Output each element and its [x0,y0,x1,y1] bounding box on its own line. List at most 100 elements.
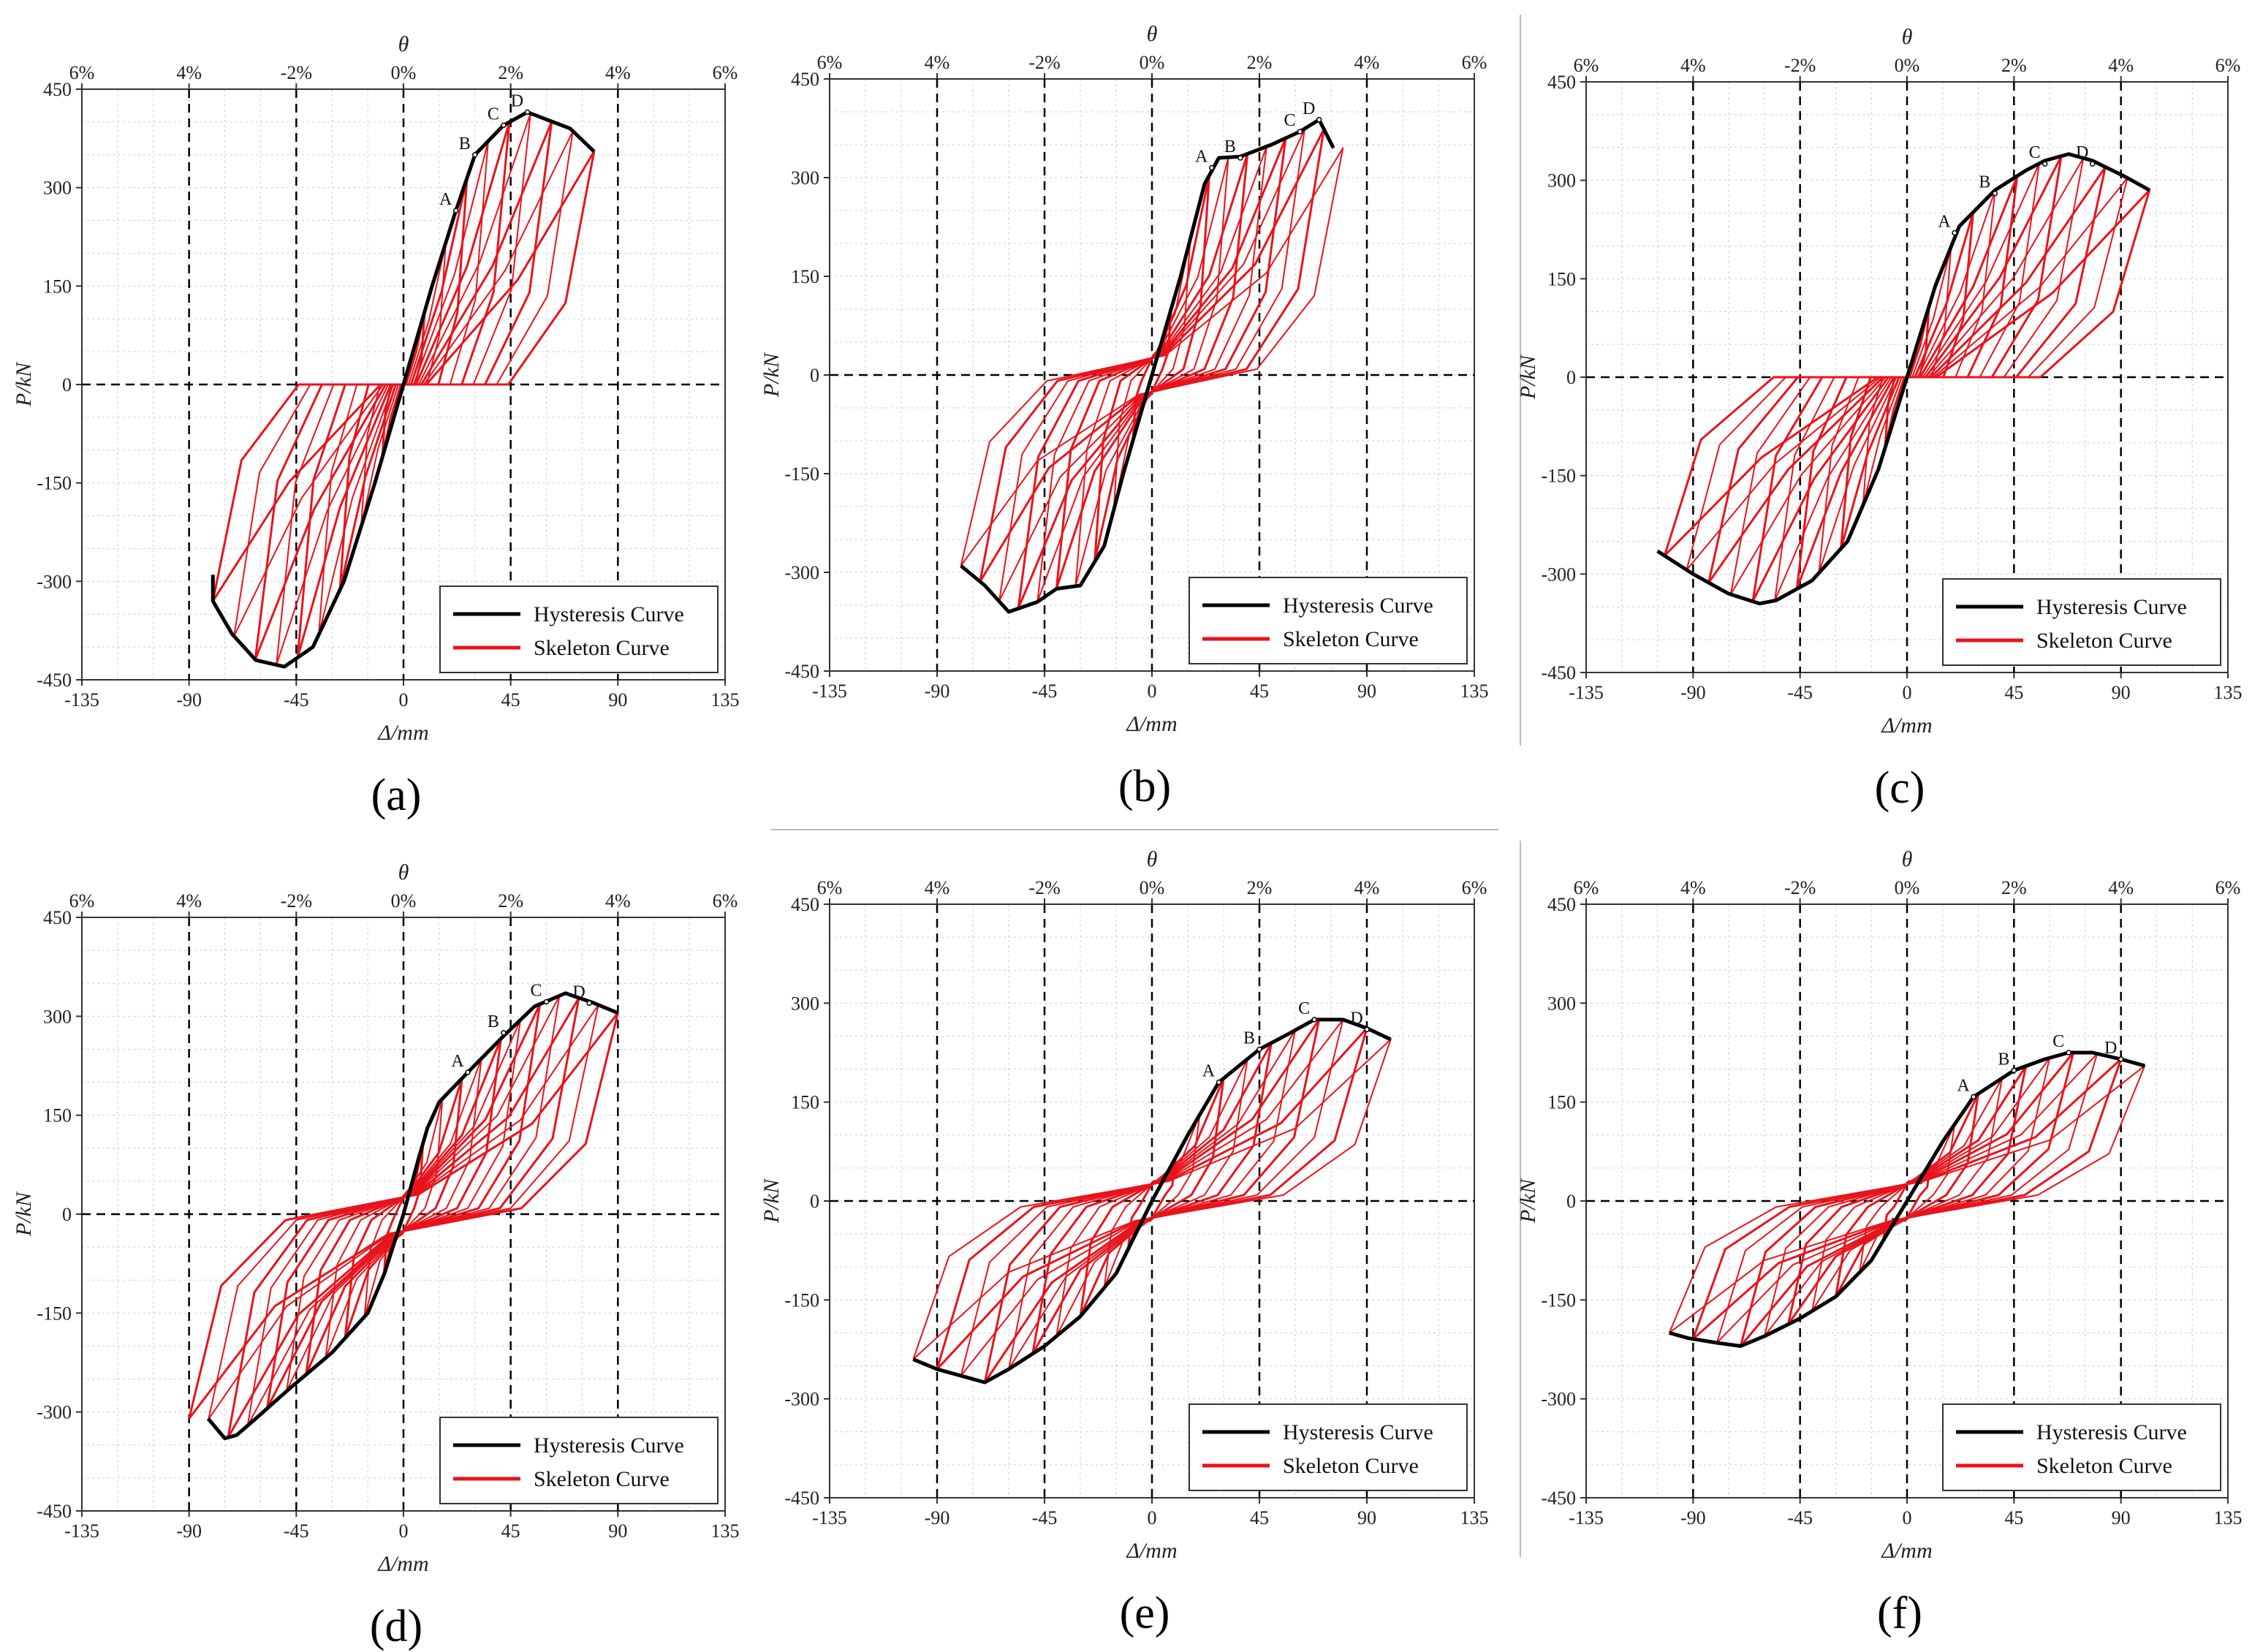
y-tick-label: -150 [37,473,72,494]
envelope-curve [912,1018,1392,1384]
x-tick-label: 135 [2214,1507,2243,1528]
x-tick-label: -90 [925,1507,950,1528]
top-tick-label: 6% [817,877,843,898]
y-tick-label: 150 [43,276,72,297]
point-marker-d [1316,117,1322,123]
x-tick-label: 0 [1148,1507,1157,1528]
top-axis-title: θ [1902,25,1913,49]
legend-label-hysteresis: Hysteresis Curve [2036,1420,2187,1444]
point-label-b: B [1979,173,1990,192]
x-tick-label: 135 [711,689,740,711]
envelope-curve [211,110,596,669]
x-tick-label: 45 [2004,682,2023,703]
panel-label: (c) [1875,763,1925,813]
point-marker-b [1256,1046,1262,1053]
hysteresis-loop [1668,1065,2146,1334]
x-axis-title: Δ/mm [1881,713,1932,738]
y-tick-label: -450 [37,1501,72,1522]
x-tick-label: -135 [64,1520,99,1542]
y-tick-label: 450 [1547,72,1576,93]
y-tick-label: 0 [810,1191,819,1212]
x-axis-title: Δ/mm [1126,712,1177,736]
panel-label: (d) [370,1602,422,1651]
y-tick-label: -450 [1541,1488,1576,1509]
x-tick-label: -90 [176,1520,202,1542]
y-tick-label: 300 [1547,170,1576,192]
legend: Hysteresis Curve Skeleton Curve [439,586,719,673]
hysteresis-loop [960,147,1344,567]
point-label-d: D [1303,99,1315,118]
x-tick-label: 90 [2112,682,2131,703]
y-tick-label: 450 [43,79,72,100]
point-marker-c [543,999,550,1005]
legend-box [1189,1403,1468,1491]
y-tick-label: 300 [791,167,819,189]
hysteresis-loop [211,150,596,602]
x-tick-label: 45 [1250,1507,1269,1528]
top-tick-label: 6% [2215,55,2241,76]
y-tick-label: -450 [37,670,72,691]
point-label-d: D [2104,1039,2117,1058]
x-tick-label: -90 [176,689,202,711]
x-tick-label: -90 [925,681,950,702]
legend: Hysteresis Curve Skeleton Curve [1189,577,1468,664]
point-marker-a [1208,164,1215,171]
point-label-b: B [1224,137,1236,156]
x-tick-label: 90 [2112,1507,2131,1528]
y-axis-title: P/kN [12,361,36,407]
y-tick-label: -450 [1541,662,1576,683]
x-tick-label: 90 [608,1520,627,1542]
x-tick-label: -135 [812,681,847,702]
point-label-c: C [2052,1032,2064,1051]
legend-label-hysteresis: Hysteresis Curve [1283,1420,1433,1444]
point-label-d: D [1350,1009,1362,1028]
top-tick-label: -2% [281,890,312,912]
legend-box [1942,1403,2221,1491]
x-tick-label: 90 [1357,681,1376,702]
legend: Hysteresis Curve Skeleton Curve [1942,1403,2221,1491]
y-tick-label: 0 [810,365,819,386]
legend-label-hysteresis: Hysteresis Curve [534,602,684,626]
legend: Hysteresis Curve Skeleton Curve [1189,1403,1468,1491]
point-marker-d [586,1000,592,1007]
y-tick-label: -150 [1541,1289,1576,1311]
x-axis-title: Δ/mm [1881,1539,1932,1563]
top-tick-label: 6% [1462,877,1487,898]
point-label-c: C [531,981,542,1000]
y-tick-label: 0 [62,374,72,395]
y-tick-label: 450 [791,69,819,90]
top-tick-label: 0% [1895,55,1920,76]
top-tick-label: 2% [498,62,523,83]
point-marker-c [501,122,507,129]
top-tick-label: 4% [925,52,950,73]
x-tick-label: 45 [501,1520,520,1542]
top-tick-label: 4% [176,62,202,83]
x-tick-label: 0 [399,1520,409,1542]
x-tick-label: -90 [1680,1507,1706,1528]
top-tick-label: 4% [1680,877,1706,898]
legend-label-skeleton: Skeleton Curve [2036,629,2172,653]
top-tick-label: 6% [817,52,843,73]
x-axis-title: Δ/mm [377,721,428,745]
hysteresis-loop [1663,189,2151,557]
x-tick-label: 90 [1357,1507,1376,1528]
point-label-a: A [1202,1062,1216,1081]
y-tick-label: -300 [1541,564,1576,585]
envelope-curve [960,118,1335,614]
point-marker-b [1237,155,1243,161]
point-marker-b [1992,190,1998,197]
y-tick-label: -300 [37,571,72,592]
panel-label: (f) [1877,1588,1922,1638]
envelope-curve [1669,1050,2145,1348]
top-tick-label: -2% [281,62,312,83]
legend: Hysteresis Curve Skeleton Curve [439,1417,719,1504]
point-label-b: B [1998,1050,2009,1069]
point-label-d: D [573,982,585,1001]
y-axis-title: P/kN [759,352,784,398]
point-label-a: A [451,1052,464,1071]
x-tick-label: -45 [1032,1507,1058,1528]
panel-label: (b) [1118,762,1171,811]
point-marker-b [2011,1067,2017,1074]
top-tick-label: -2% [1784,55,1816,76]
